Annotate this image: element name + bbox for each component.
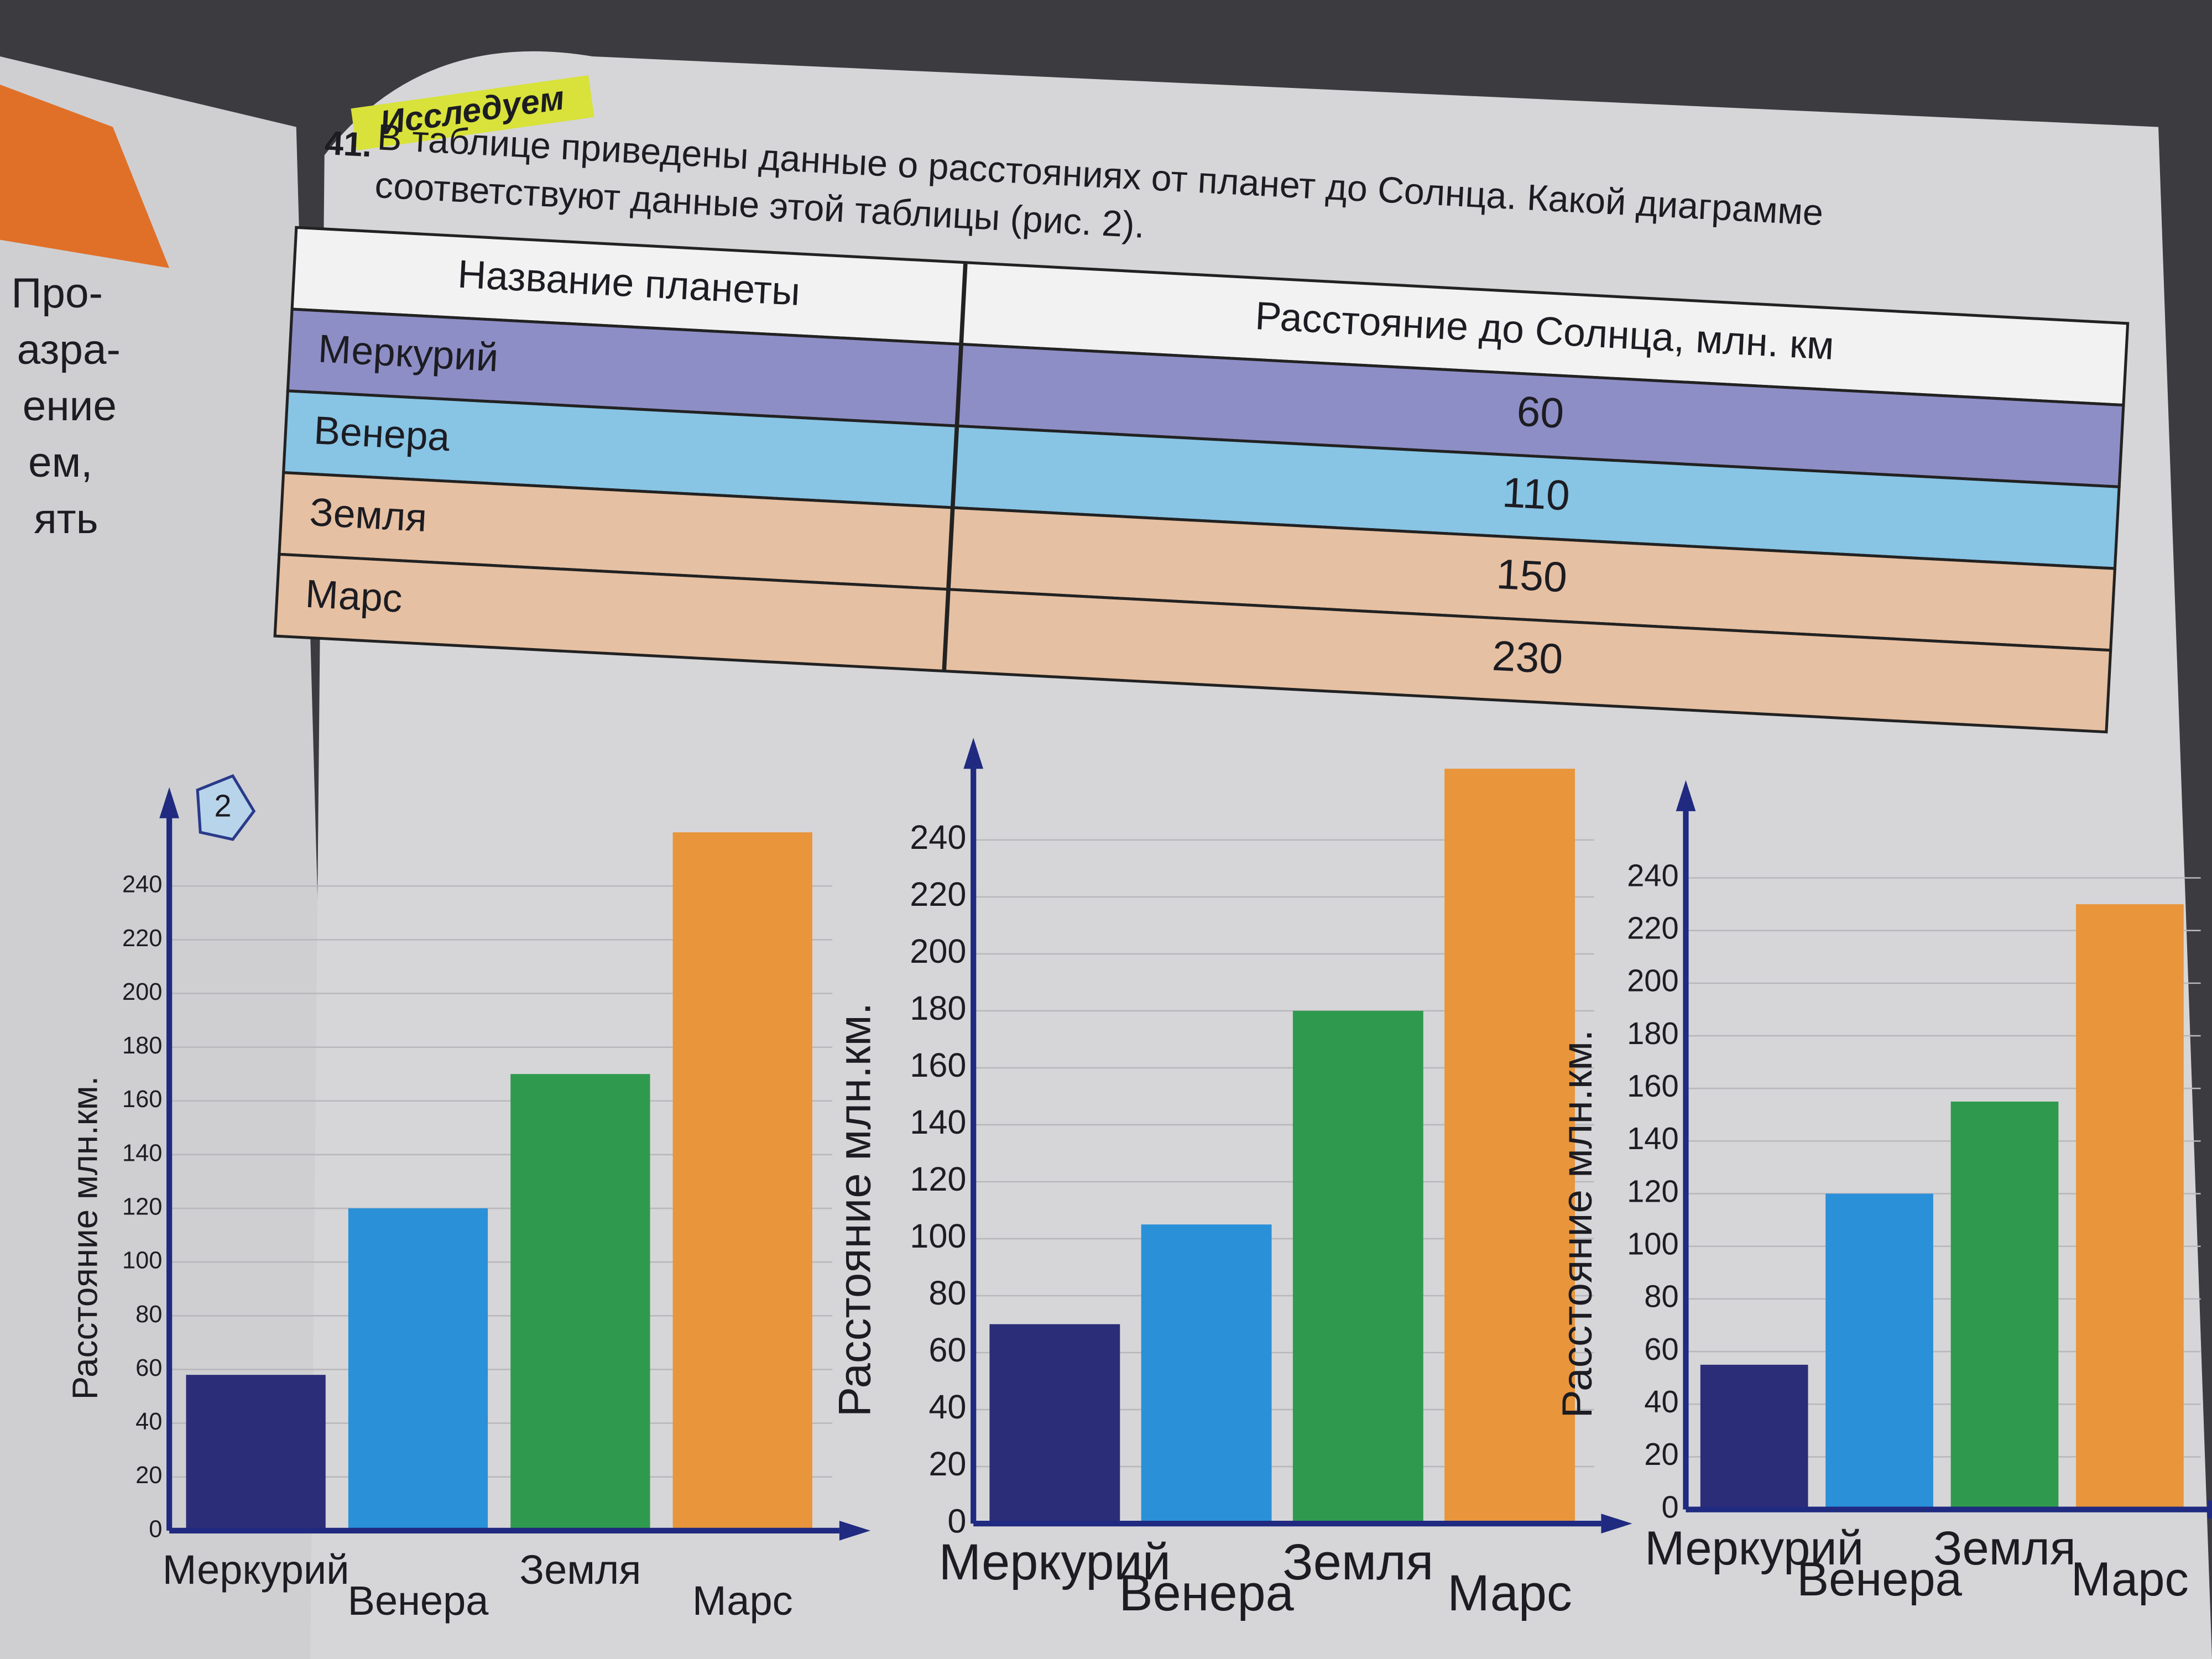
bar: [989, 1324, 1120, 1524]
x-tick-label: Меркурий: [163, 1547, 349, 1593]
y-tick-label: 80: [928, 1274, 966, 1312]
y-tick-label: 80: [1644, 1279, 1678, 1314]
x-axis-arrow: [2208, 1499, 2212, 1520]
y-tick-label: 120: [1627, 1173, 1679, 1208]
y-tick-label: 240: [910, 818, 966, 856]
y-tick-label: 20: [928, 1445, 966, 1483]
bar: [1292, 1010, 1423, 1524]
x-tick-label: Марс: [1447, 1565, 1572, 1621]
y-tick-label: 40: [1644, 1384, 1678, 1419]
y-tick-label: 60: [135, 1355, 162, 1381]
bar: [1141, 1224, 1272, 1524]
table-cell: 110: [1501, 469, 1571, 519]
x-axis-arrow: [839, 1521, 870, 1541]
bar: [1950, 1102, 2059, 1510]
bar: [510, 1074, 650, 1531]
left-page-line: ем,: [28, 439, 92, 486]
y-tick-label: 200: [1627, 963, 1679, 998]
y-axis-arrow: [1676, 780, 1696, 811]
y-tick-label: 140: [910, 1103, 966, 1141]
y-tick-label: 140: [1627, 1121, 1679, 1156]
y-tick-label: 100: [122, 1248, 162, 1274]
y-tick-label: 60: [1644, 1332, 1678, 1366]
y-tick-label: 0: [947, 1502, 966, 1540]
x-tick-label: Земля: [519, 1547, 641, 1593]
y-tick-label: 160: [122, 1086, 162, 1113]
x-tick-label: Земля: [1933, 1521, 2076, 1575]
question-number: 41.: [324, 124, 373, 164]
left-page-line: Про-: [11, 270, 103, 317]
table-cell: Меркурий: [317, 327, 499, 380]
left-page-text: Про-азра-ение ем, ять: [11, 270, 121, 542]
y-tick-label: 180: [1627, 1016, 1679, 1051]
y-tick-label: 160: [1627, 1068, 1679, 1103]
bar: [1825, 1193, 1933, 1510]
table-cell: Марс: [304, 572, 403, 621]
y-axis-arrow: [963, 738, 984, 769]
x-tick-label: Марс: [692, 1578, 793, 1624]
x-tick-label: Венера: [348, 1578, 489, 1624]
left-page-line: ение: [23, 383, 117, 430]
y-tick-label: 80: [135, 1301, 162, 1328]
question: 41. В таблице приведены данные о расстоя…: [324, 116, 1824, 246]
figure-badge: [196, 774, 256, 841]
y-tick-label: 200: [122, 979, 162, 1005]
y-tick-label: 40: [928, 1388, 966, 1426]
bar: [348, 1208, 488, 1531]
x-tick-label: Меркурий: [1645, 1521, 1864, 1575]
bar: [1444, 769, 1575, 1524]
table-divider: [942, 262, 968, 671]
y-tick-label: 200: [910, 932, 966, 970]
x-axis-arrow: [1601, 1514, 1632, 1533]
table-cell: Земля: [309, 490, 428, 540]
table-cell: Венера: [313, 408, 451, 460]
figure-number: 2: [214, 789, 231, 823]
bar: [2076, 904, 2184, 1510]
table-row: [273, 552, 2112, 734]
bar: [672, 832, 812, 1531]
header-badge: [351, 75, 594, 151]
y-tick-label: 0: [1661, 1489, 1678, 1524]
bar: [186, 1375, 326, 1531]
y-tick-label: 40: [135, 1408, 162, 1435]
y-tick-label: 220: [1627, 911, 1679, 946]
left-page-line: ять: [34, 495, 98, 542]
y-tick-label: 220: [910, 875, 966, 913]
y-tick-label: 160: [910, 1046, 966, 1084]
x-tick-label: Марс: [2071, 1552, 2189, 1606]
y-tick-label: 180: [122, 1032, 162, 1059]
y-axis-label: Расстояние млн.км.: [1554, 1030, 1601, 1418]
y-tick-label: 0: [149, 1516, 162, 1542]
table-cell: 150: [1495, 551, 1568, 602]
y-tick-label: 120: [910, 1160, 966, 1198]
y-tick-label: 220: [122, 925, 162, 952]
y-tick-label: 20: [1644, 1437, 1678, 1472]
left-page-line: азра-: [17, 326, 121, 373]
table-cell: 60: [1516, 388, 1565, 437]
y-tick-label: 140: [122, 1140, 162, 1166]
y-tick-label: 60: [928, 1331, 966, 1369]
x-tick-label: Земля: [1282, 1534, 1433, 1590]
left-page-picture: [0, 85, 170, 268]
bar: [1700, 1364, 1808, 1510]
y-axis-label: Расстояние млн.км.: [830, 1003, 880, 1417]
y-tick-label: 240: [122, 872, 162, 898]
y-axis-arrow: [159, 787, 179, 818]
y-tick-label: 100: [910, 1217, 966, 1255]
x-tick-label: Венера: [1119, 1565, 1294, 1621]
x-tick-label: Венера: [1797, 1552, 1962, 1606]
y-tick-label: 240: [1627, 858, 1679, 893]
y-tick-label: 180: [910, 989, 966, 1027]
y-axis-label: Расстояние млн.км.: [65, 1076, 105, 1400]
y-tick-label: 120: [122, 1194, 162, 1220]
charts: 020406080100120140160180200220240Меркури…: [65, 738, 2212, 1624]
y-tick-label: 100: [1627, 1227, 1679, 1261]
x-tick-label: Меркурий: [939, 1534, 1171, 1590]
table-cell: 230: [1491, 633, 1564, 684]
y-tick-label: 20: [135, 1462, 162, 1489]
